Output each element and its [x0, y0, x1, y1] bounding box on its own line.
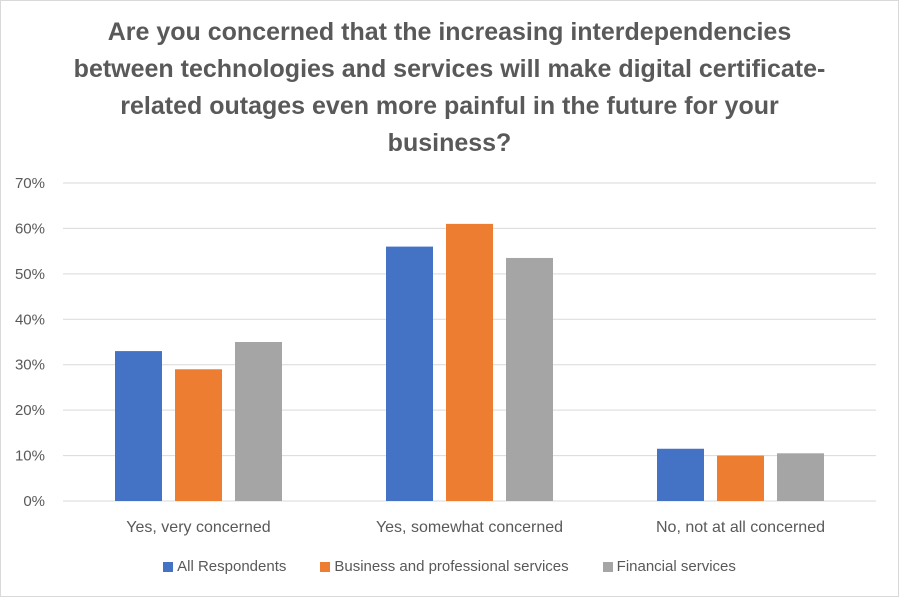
x-category-label: Yes, somewhat concerned: [376, 519, 563, 536]
y-tick-label: 30%: [15, 357, 45, 374]
legend: All Respondents Business and professiona…: [0, 558, 899, 575]
bar: [386, 246, 433, 501]
bar: [717, 455, 764, 501]
bar: [115, 351, 162, 501]
legend-label: All Respondents: [177, 558, 287, 575]
bar: [235, 342, 282, 501]
legend-swatch: [602, 561, 613, 572]
y-tick-label: 40%: [15, 311, 45, 328]
x-category-label: Yes, very concerned: [126, 519, 270, 536]
y-tick-label: 50%: [15, 266, 45, 283]
legend-item-financial-services: Financial services: [602, 558, 736, 575]
legend-item-all-respondents: All Respondents: [163, 558, 286, 575]
legend-label: Business and professional services: [334, 558, 569, 575]
legend-swatch: [163, 561, 174, 572]
y-tick-label: 10%: [15, 448, 45, 465]
bar: [175, 369, 222, 501]
bar: [777, 453, 824, 501]
y-tick-label: 60%: [15, 220, 45, 237]
x-category-label: No, not at all concerned: [656, 519, 825, 536]
chart-title: Are you concerned that the increasing in…: [73, 18, 826, 157]
bar: [446, 223, 493, 501]
bar: [506, 257, 553, 501]
y-tick-label: 0%: [23, 493, 45, 510]
y-tick-label: 20%: [15, 402, 45, 419]
legend-swatch: [320, 561, 331, 572]
legend-label: Financial services: [616, 558, 736, 575]
legend-item-business-services: Business and professional services: [320, 558, 569, 575]
y-tick-label: 70%: [15, 175, 45, 192]
bar: [657, 448, 704, 501]
